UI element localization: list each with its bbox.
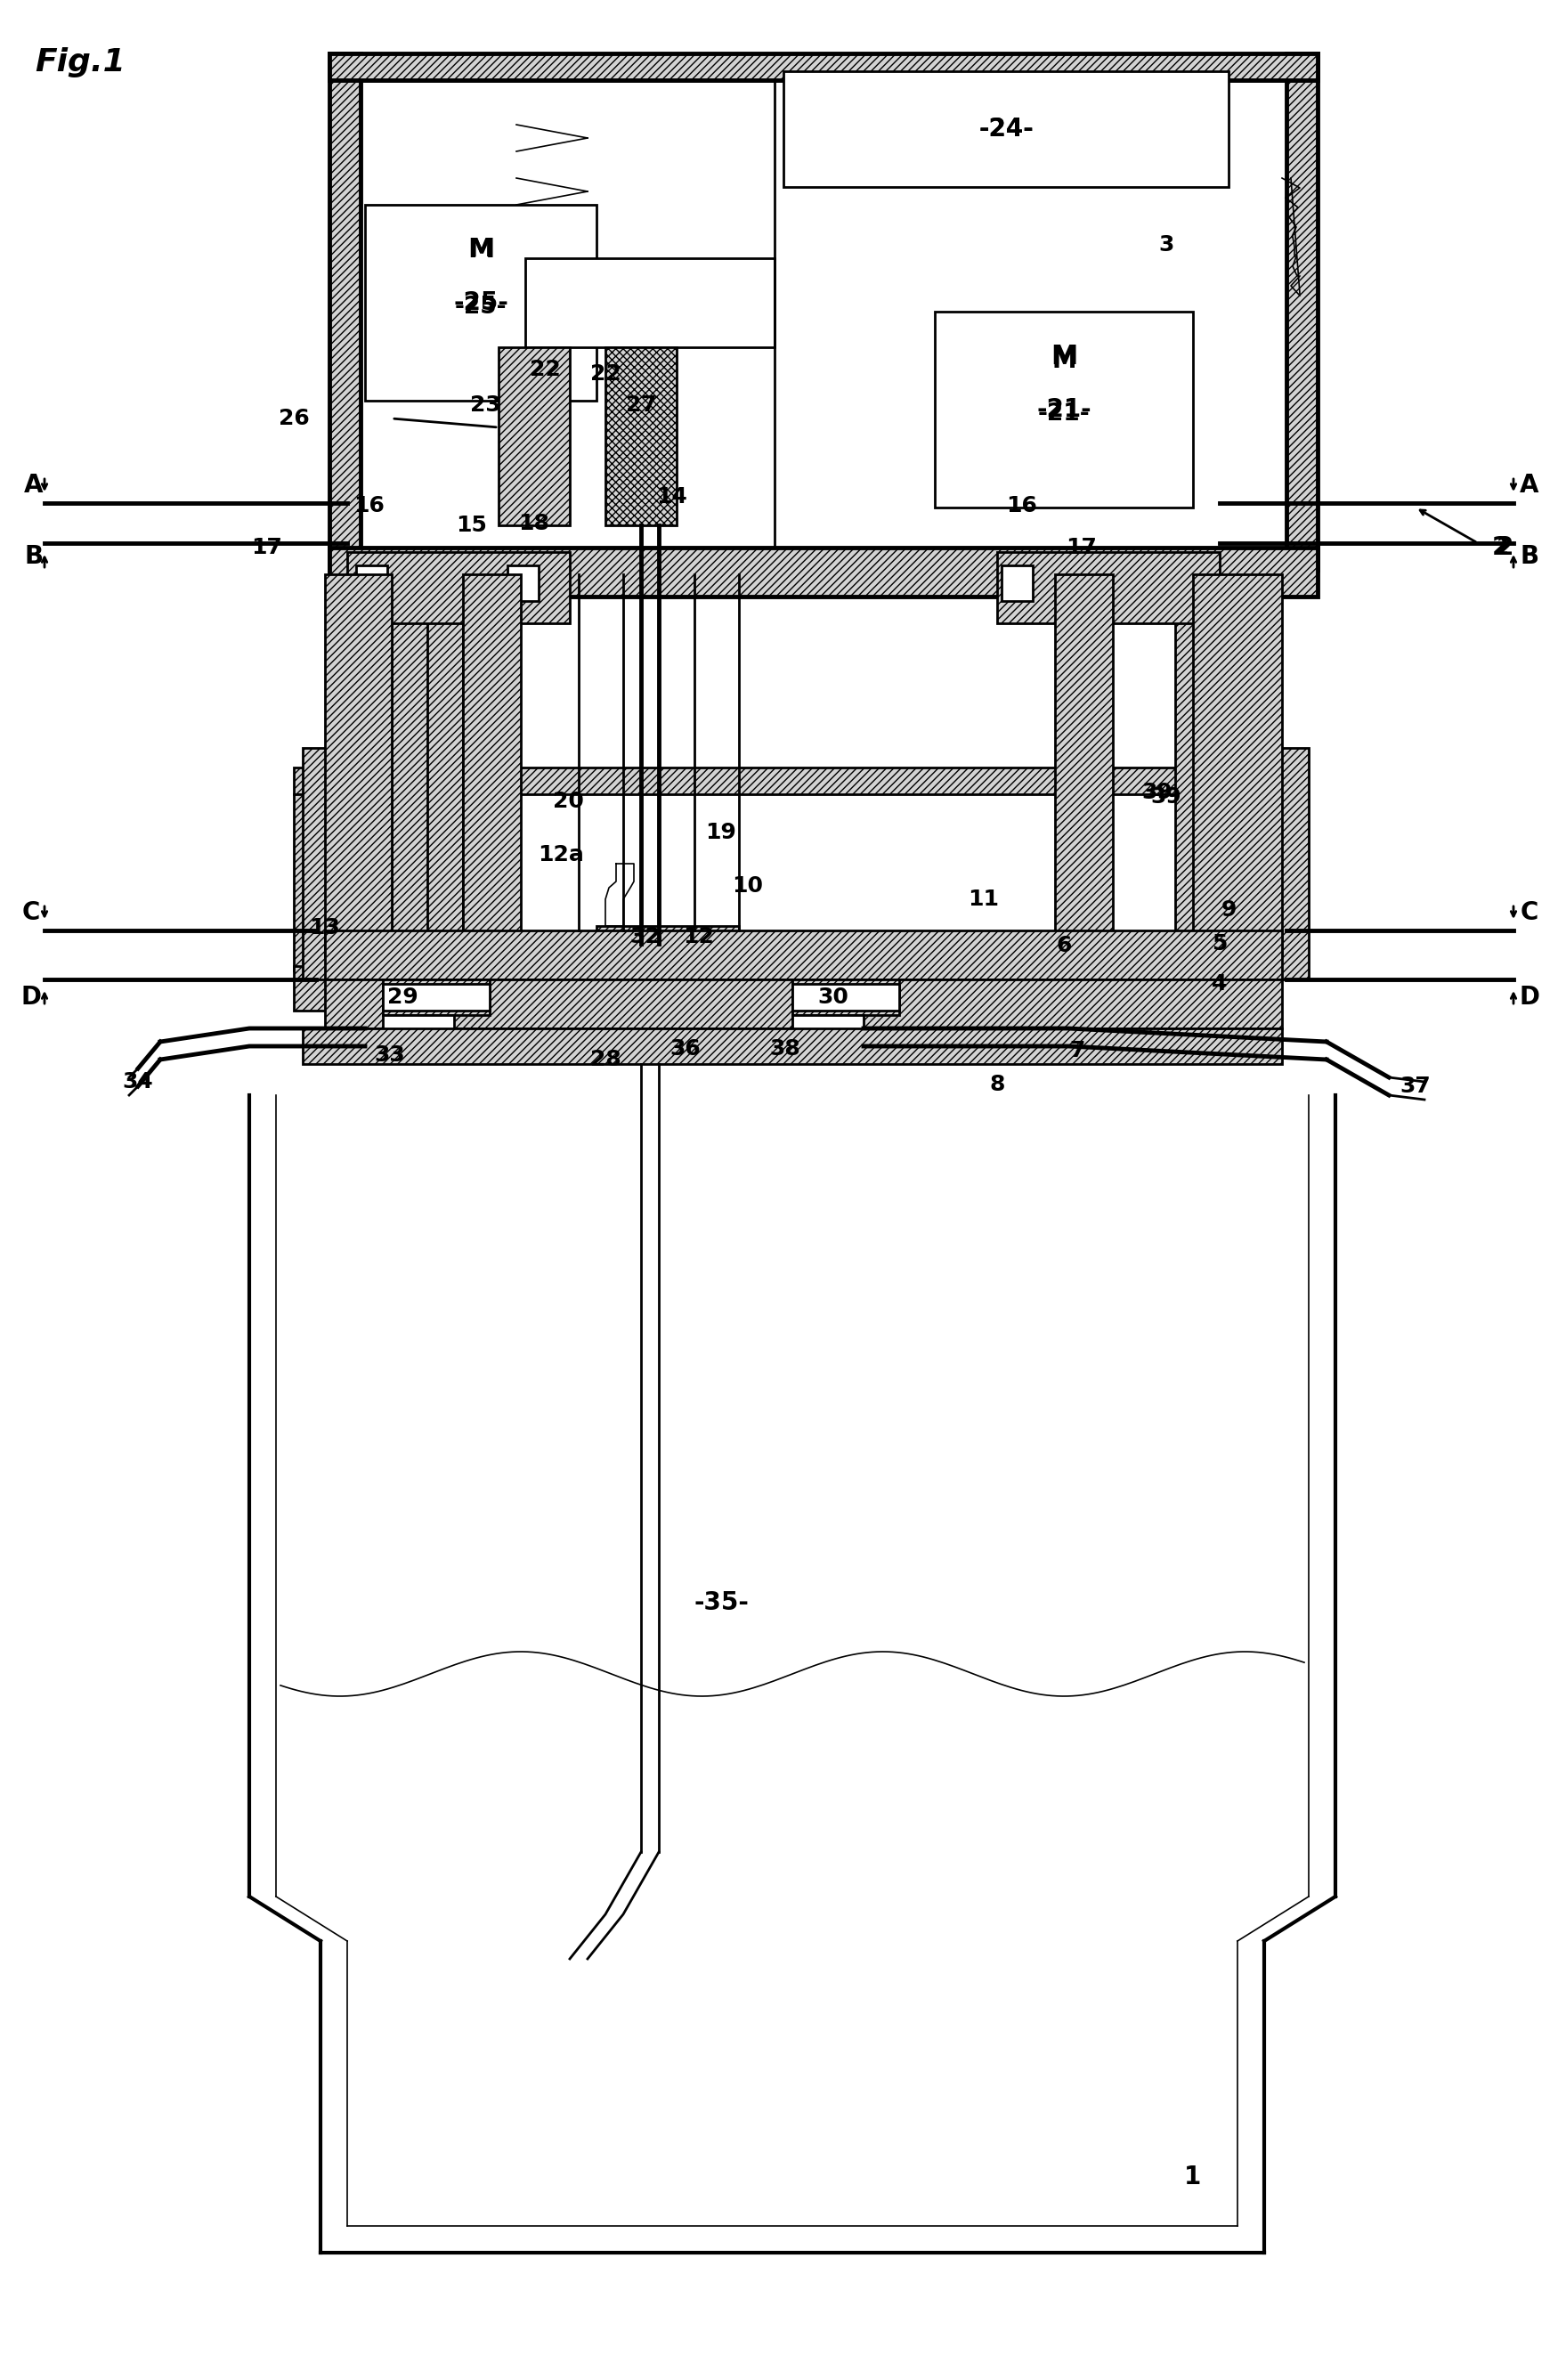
Text: M: M	[1051, 343, 1077, 369]
Text: 3: 3	[1159, 233, 1174, 255]
Bar	[294, 966, 1273, 1011]
Text: 29: 29	[387, 988, 418, 1007]
Text: -25-: -25-	[454, 295, 507, 319]
Bar	[525, 257, 775, 347]
Bar	[1206, 578, 1232, 981]
Text: C: C	[1521, 900, 1538, 926]
Bar	[326, 981, 1283, 1028]
Bar	[792, 1014, 863, 1042]
Bar	[597, 926, 739, 947]
Text: M: M	[468, 238, 493, 262]
Bar	[329, 52, 1317, 81]
Bar	[1174, 578, 1198, 981]
Bar	[302, 1028, 1283, 1064]
Bar	[382, 983, 490, 1011]
Text: 26: 26	[279, 407, 309, 428]
Text: -21-: -21-	[1038, 402, 1090, 426]
Bar	[1002, 566, 1032, 602]
Bar	[1055, 574, 1113, 957]
Text: A: A	[23, 474, 44, 497]
Text: 36: 36	[670, 1038, 702, 1059]
Bar	[294, 795, 348, 971]
Bar	[606, 347, 677, 526]
Text: -24-: -24-	[979, 117, 1034, 140]
Bar	[998, 552, 1220, 624]
Bar	[428, 578, 464, 981]
Bar	[507, 566, 539, 602]
Text: 12: 12	[683, 926, 714, 947]
Bar	[326, 931, 1283, 981]
Text: 11: 11	[968, 888, 999, 909]
Text: 18: 18	[518, 512, 550, 533]
Text: 32: 32	[630, 926, 661, 947]
Text: 37: 37	[1400, 1076, 1431, 1097]
Bar	[1259, 747, 1309, 981]
Text: -21-: -21-	[1037, 397, 1092, 421]
Text: 1: 1	[1184, 2163, 1201, 2190]
Text: 14: 14	[656, 486, 687, 507]
Text: 17: 17	[1066, 538, 1098, 559]
Text: 28: 28	[590, 1050, 620, 1071]
Text: 12a: 12a	[537, 845, 584, 866]
Bar	[792, 983, 899, 1011]
Bar	[329, 547, 1317, 597]
Text: B: B	[25, 545, 44, 569]
Bar	[792, 981, 899, 1014]
Text: 38: 38	[770, 1038, 800, 1059]
Text: -25-: -25-	[453, 290, 509, 314]
Bar	[1286, 52, 1317, 569]
Bar	[1220, 795, 1273, 971]
Bar	[302, 747, 352, 981]
Text: A: A	[1521, 474, 1539, 497]
Bar	[294, 766, 1273, 795]
Bar	[382, 1014, 454, 1042]
Text: 17: 17	[252, 538, 282, 559]
Text: 2: 2	[1491, 536, 1508, 559]
Bar	[392, 578, 437, 981]
Text: -24-: -24-	[979, 117, 1034, 140]
Bar	[783, 71, 1229, 188]
Text: 15: 15	[456, 514, 487, 536]
Text: 39: 39	[1142, 781, 1173, 802]
Bar	[382, 981, 490, 1014]
Bar	[348, 552, 570, 624]
Text: B: B	[1521, 545, 1539, 569]
Text: 6: 6	[1055, 935, 1071, 957]
Text: 33: 33	[374, 1045, 406, 1066]
Bar	[326, 574, 392, 957]
Bar	[498, 347, 570, 526]
Text: 7: 7	[1070, 1040, 1085, 1061]
Text: 39: 39	[1151, 785, 1182, 807]
Text: 10: 10	[733, 876, 763, 897]
Text: 30: 30	[817, 988, 849, 1007]
Text: Fig.1: Fig.1	[34, 48, 125, 79]
Text: 2: 2	[1496, 536, 1513, 559]
Text: M: M	[1052, 347, 1076, 374]
Text: 23: 23	[470, 395, 501, 416]
Text: 4: 4	[1212, 973, 1228, 995]
Text: -35-: -35-	[694, 1590, 749, 1616]
Bar	[464, 574, 521, 957]
Text: 34: 34	[122, 1071, 153, 1092]
Text: 13: 13	[310, 916, 340, 938]
Text: 16: 16	[1007, 495, 1038, 516]
Text: 5: 5	[1212, 933, 1228, 954]
Text: M: M	[467, 236, 495, 262]
Text: 22: 22	[529, 359, 561, 381]
Text: 9: 9	[1221, 900, 1236, 921]
Bar	[329, 52, 360, 569]
Text: 19: 19	[706, 821, 736, 843]
Bar	[365, 205, 597, 400]
Text: 20: 20	[553, 790, 584, 812]
Text: 27: 27	[625, 395, 656, 416]
Text: 22: 22	[590, 364, 620, 386]
Text: D: D	[1519, 985, 1539, 1009]
Bar	[935, 312, 1193, 507]
Text: 16: 16	[354, 495, 385, 516]
Bar	[355, 566, 387, 602]
Text: D: D	[20, 985, 41, 1009]
Bar	[1193, 574, 1283, 957]
Text: 8: 8	[990, 1073, 1005, 1095]
Text: C: C	[22, 900, 41, 926]
